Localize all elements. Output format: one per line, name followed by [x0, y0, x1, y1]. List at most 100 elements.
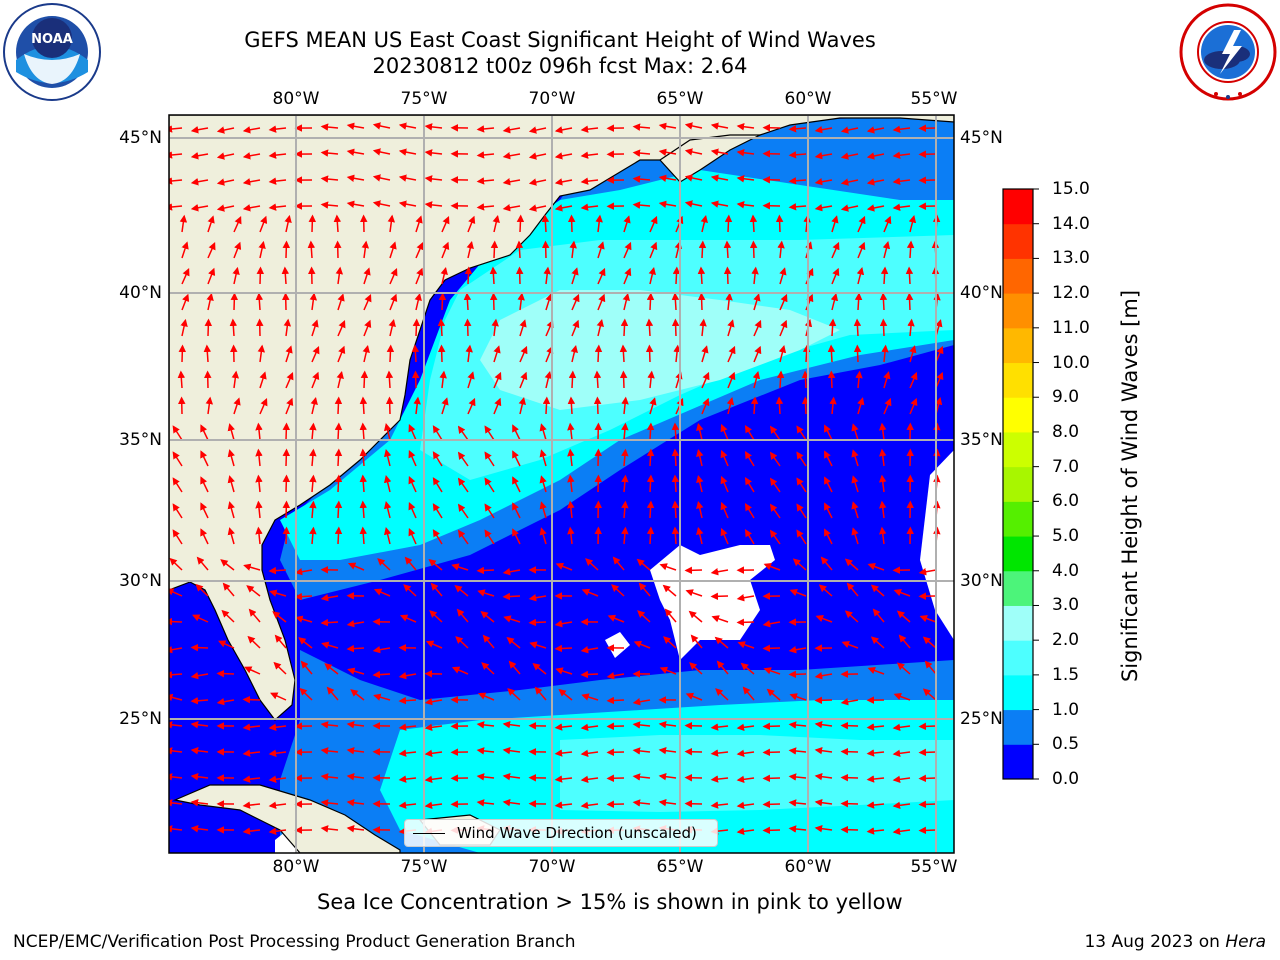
wind-wave-arrow: [268, 775, 287, 783]
wind-wave-arrow: [671, 526, 680, 545]
wind-wave-arrow: [255, 526, 263, 545]
wind-wave-arrow: [622, 292, 630, 311]
wind-wave-arrow: [386, 344, 395, 363]
wind-wave-arrow: [612, 556, 625, 571]
wind-wave-arrow: [720, 423, 729, 441]
wind-wave-arrow: [701, 397, 710, 415]
wind-wave-arrow: [476, 203, 495, 211]
wind-wave-arrow: [493, 397, 502, 415]
wind-wave-arrow: [411, 344, 420, 363]
wind-wave-arrow: [658, 200, 677, 209]
wind-wave-arrow: [736, 723, 755, 732]
legend-label: Wind Wave Direction (unscaled): [457, 824, 697, 842]
wind-wave-arrow: [541, 240, 550, 259]
wind-wave-arrow: [879, 448, 887, 467]
wind-wave-arrow: [346, 721, 365, 729]
wind-wave-arrow: [404, 556, 417, 571]
wind-wave-arrow: [571, 267, 579, 285]
wind-wave-arrow: [320, 175, 339, 183]
colorbar-segment: [1003, 327, 1033, 364]
wind-wave-arrow: [432, 477, 443, 493]
wind-wave-arrow: [455, 636, 469, 649]
wind-wave-arrow: [216, 669, 235, 678]
lat-label-right: 35°N: [960, 430, 1003, 450]
wind-wave-arrow: [831, 215, 839, 233]
lat-label-left: 40°N: [119, 283, 162, 303]
wind-wave-arrow: [529, 641, 547, 649]
wind-wave-arrow: [467, 397, 476, 415]
wind-wave-arrow: [169, 825, 183, 833]
colorbar-segment: [1003, 466, 1033, 502]
wind-wave-arrow: [518, 396, 526, 415]
wave-height-1.5-2m-south: [560, 735, 954, 812]
wind-wave-arrow: [909, 397, 918, 415]
wind-wave-arrow: [476, 151, 495, 159]
wind-wave-arrow: [580, 151, 599, 159]
wind-wave-arrow: [336, 370, 344, 389]
lat-label-left: 45°N: [119, 128, 162, 148]
wind-wave-arrow: [337, 293, 345, 311]
wind-wave-arrow: [457, 503, 469, 519]
wind-wave-arrow: [720, 449, 729, 467]
wind-wave-arrow: [792, 558, 807, 571]
wind-wave-arrow: [892, 723, 911, 732]
wind-wave-arrow: [846, 582, 859, 597]
wind-wave-arrow: [736, 801, 755, 810]
wind-wave-arrow: [463, 292, 472, 311]
wind-wave-arrow: [233, 397, 241, 415]
wind-wave-arrow: [169, 557, 183, 571]
wind-wave-arrow: [299, 687, 313, 701]
wind-wave-arrow: [484, 451, 495, 467]
colorbar-tick-label: 6.0: [1052, 491, 1080, 512]
wind-wave-arrow: [320, 773, 339, 781]
wind-wave-arrow: [788, 670, 807, 679]
wind-wave-arrow: [753, 293, 761, 311]
wind-wave-arrow: [242, 695, 261, 704]
wind-wave-arrow: [710, 749, 729, 757]
wind-wave-arrow: [169, 671, 183, 679]
wind-wave-arrow: [190, 773, 209, 781]
wind-wave-arrow: [554, 749, 573, 757]
wind-wave-arrow: [597, 293, 606, 311]
wind-wave-arrow: [840, 126, 859, 134]
wind-wave-arrow: [571, 319, 580, 337]
wind-wave-arrow: [659, 563, 677, 571]
wind-wave-arrow: [763, 667, 781, 675]
colorbar-segment: [1003, 640, 1033, 676]
wind-wave-arrow: [840, 698, 859, 706]
wind-wave-arrow: [233, 241, 242, 259]
wind-wave-arrow: [814, 720, 833, 729]
wind-wave-arrow: [190, 178, 209, 186]
wind-wave-arrow: [856, 267, 865, 285]
wind-wave-arrow: [457, 425, 469, 441]
wind-wave-arrow: [512, 424, 521, 441]
lat-label-left: 30°N: [119, 571, 162, 591]
wind-wave-arrow: [828, 318, 837, 337]
wind-wave-arrow: [484, 425, 495, 441]
missing-data-patch: [605, 632, 630, 658]
wind-wave-arrow: [866, 801, 885, 809]
wind-wave-arrow: [248, 608, 261, 623]
wind-wave-arrow: [753, 345, 762, 363]
wind-wave-arrow: [710, 200, 729, 208]
wind-wave-arrow: [815, 614, 833, 623]
wind-wave-arrow: [879, 526, 887, 545]
wind-wave-arrow: [892, 801, 911, 810]
wind-wave-arrow: [554, 723, 573, 731]
wind-wave-arrow: [399, 614, 417, 623]
wind-wave-arrow: [190, 721, 209, 729]
wind-wave-arrow: [701, 371, 710, 389]
wind-wave-arrow: [671, 292, 680, 311]
wind-wave-arrow: [242, 178, 261, 186]
wind-wave-arrow: [633, 640, 651, 649]
wind-wave-arrow: [621, 422, 629, 441]
wind-wave-arrow: [818, 584, 833, 597]
wind-wave-arrow: [867, 563, 885, 571]
wind-wave-arrow: [918, 800, 937, 809]
wind-wave-arrow: [506, 636, 521, 649]
wind-wave-arrow: [268, 566, 287, 575]
wind-wave-arrow: [697, 266, 706, 285]
wind-wave-arrow: [203, 344, 212, 363]
wind-wave-arrow: [285, 397, 294, 415]
footer-machine: Hera: [1225, 932, 1266, 952]
